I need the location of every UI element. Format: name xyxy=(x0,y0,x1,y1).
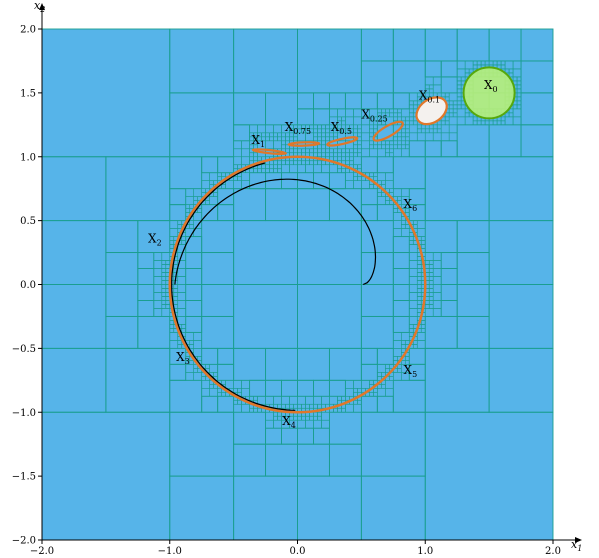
reach-set-0.5 xyxy=(326,136,359,147)
set-label-5: X5 xyxy=(404,363,418,379)
trajectory-curves xyxy=(171,162,377,411)
y-tick-label: −2.0 xyxy=(12,536,36,547)
set-label-0: X0 xyxy=(484,78,498,94)
x-tick-label: 1.0 xyxy=(417,546,433,557)
initial-set-disk xyxy=(462,66,516,120)
y-tick-label: 1.5 xyxy=(20,88,36,99)
y-axis-label: x2 xyxy=(34,0,45,14)
axes: −2.0 −1.0 0.0 1.0 2.0 2.0 1.5 1.0 0.5 0.0 −0.5 −1.0… xyxy=(12,0,583,557)
x-tick-label: −2.0 xyxy=(30,546,54,557)
reach-set-0.1 xyxy=(415,96,448,126)
set-labels: X0 X0.1 X0.25 X0.5 X0.75 X1 X6 X2 X3 X5 X4 xyxy=(148,78,498,430)
y-tick-label: 1.0 xyxy=(20,152,36,163)
set-label-0.1: X0.1 xyxy=(419,88,440,104)
limit-cycle-set xyxy=(168,155,427,414)
x-tick-label: 0.0 xyxy=(290,546,306,557)
y-tick-label: −0.5 xyxy=(12,344,36,355)
reach-set-0.25 xyxy=(372,120,404,142)
reach-set-1 xyxy=(251,148,288,156)
x-axis-label: x1 xyxy=(571,538,582,553)
reachable-sets xyxy=(168,66,516,414)
y-tick-label: −1.5 xyxy=(12,472,36,483)
reach-set-0.75 xyxy=(287,141,321,147)
set-label-4: X4 xyxy=(282,414,296,430)
x-tick-label: 2.0 xyxy=(545,546,561,557)
subpaving-boxes xyxy=(41,28,554,541)
trajectory-spiral xyxy=(174,178,377,286)
x-axis-arrow xyxy=(575,537,582,543)
y-axis-arrow xyxy=(39,3,45,10)
set-label-1: X1 xyxy=(252,133,266,149)
set-label-0.25: X0.25 xyxy=(361,107,387,123)
y-tick-label: 0.5 xyxy=(20,216,36,227)
set-label-6: X6 xyxy=(404,197,418,213)
set-label-0.5: X0.5 xyxy=(331,120,352,136)
subpaving-box xyxy=(520,28,554,62)
set-label-3: X3 xyxy=(176,350,190,366)
set-label-2: X2 xyxy=(148,231,162,247)
set-label-0.75: X0.75 xyxy=(285,120,311,136)
y-tick-label: 0.0 xyxy=(20,280,36,291)
x-tick-label: −1.0 xyxy=(158,546,182,557)
trajectory-arc xyxy=(171,162,296,411)
y-tick-label: −1.0 xyxy=(12,408,36,419)
y-tick-label: 2.0 xyxy=(20,25,36,36)
